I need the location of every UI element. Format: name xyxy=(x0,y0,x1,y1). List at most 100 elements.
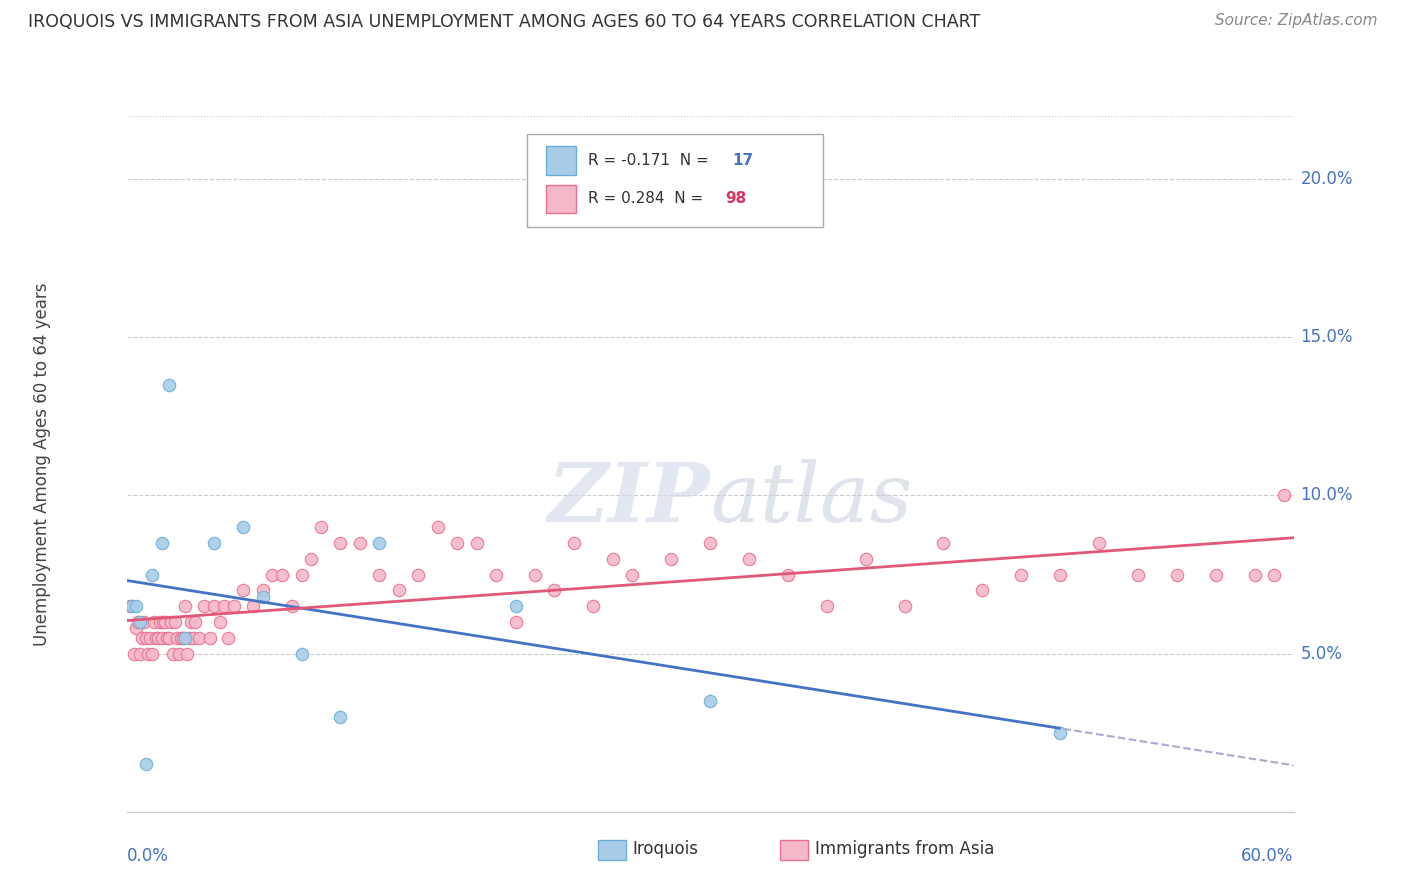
Point xyxy=(252,590,274,604)
Point xyxy=(893,599,915,614)
Point xyxy=(198,631,221,645)
Point xyxy=(523,567,546,582)
Point xyxy=(855,551,877,566)
Point xyxy=(408,567,430,582)
Point xyxy=(309,520,332,534)
Point xyxy=(1263,567,1285,582)
Text: ZIP: ZIP xyxy=(547,458,710,539)
Point xyxy=(222,599,245,614)
Point xyxy=(193,599,215,614)
Point xyxy=(1010,567,1032,582)
Point xyxy=(150,631,173,645)
Point xyxy=(582,599,605,614)
Text: 60.0%: 60.0% xyxy=(1241,847,1294,865)
Point xyxy=(125,621,148,635)
Point xyxy=(426,520,449,534)
Point xyxy=(349,536,371,550)
Text: R = 0.284  N =: R = 0.284 N = xyxy=(588,192,707,206)
Point xyxy=(129,647,152,661)
Point xyxy=(290,567,312,582)
Point xyxy=(290,647,312,661)
Text: 98: 98 xyxy=(725,192,747,206)
Point xyxy=(155,615,177,629)
Text: Iroquois: Iroquois xyxy=(633,840,699,858)
Point xyxy=(1205,567,1227,582)
Text: Immigrants from Asia: Immigrants from Asia xyxy=(815,840,995,858)
Point xyxy=(183,615,205,629)
Point xyxy=(146,631,169,645)
Point xyxy=(1243,567,1265,582)
Point xyxy=(505,615,527,629)
Point xyxy=(160,615,183,629)
Point xyxy=(329,536,352,550)
Point xyxy=(368,567,391,582)
Point xyxy=(738,551,761,566)
Text: 10.0%: 10.0% xyxy=(1301,486,1353,505)
Point xyxy=(181,631,204,645)
Point xyxy=(242,599,264,614)
Point xyxy=(165,615,187,629)
Point xyxy=(232,583,254,598)
Point xyxy=(156,631,179,645)
Point xyxy=(621,567,644,582)
Point xyxy=(776,567,799,582)
Point xyxy=(446,536,468,550)
Point xyxy=(932,536,955,550)
Point xyxy=(176,647,198,661)
Point xyxy=(659,551,682,566)
Point xyxy=(602,551,624,566)
Point xyxy=(271,567,294,582)
Text: 17: 17 xyxy=(733,153,754,168)
Point xyxy=(129,615,152,629)
Point xyxy=(972,583,994,598)
Point xyxy=(162,647,184,661)
Text: 20.0%: 20.0% xyxy=(1301,170,1353,188)
Point xyxy=(202,599,225,614)
Point xyxy=(1088,536,1111,550)
Point xyxy=(132,615,155,629)
Point xyxy=(124,647,146,661)
Point xyxy=(1272,488,1295,502)
Point xyxy=(141,567,163,582)
Point xyxy=(1126,567,1149,582)
Text: R = -0.171  N =: R = -0.171 N = xyxy=(588,153,713,168)
Point xyxy=(121,599,143,614)
Point xyxy=(152,615,174,629)
Point xyxy=(562,536,585,550)
Point xyxy=(208,615,231,629)
Point xyxy=(135,631,157,645)
Point xyxy=(217,631,239,645)
Point xyxy=(699,694,721,708)
Point xyxy=(187,631,209,645)
Point xyxy=(150,536,173,550)
Text: Source: ZipAtlas.com: Source: ZipAtlas.com xyxy=(1215,13,1378,29)
Point xyxy=(177,631,200,645)
Point xyxy=(815,599,838,614)
Point xyxy=(174,599,197,614)
Point xyxy=(166,631,188,645)
Point xyxy=(131,631,153,645)
Point xyxy=(699,536,721,550)
Point xyxy=(202,536,225,550)
Point xyxy=(232,520,254,534)
Point xyxy=(281,599,304,614)
Point xyxy=(262,567,284,582)
Point xyxy=(329,710,352,724)
Point xyxy=(157,631,180,645)
Point xyxy=(136,647,159,661)
Point xyxy=(180,615,202,629)
Point xyxy=(139,631,162,645)
Point xyxy=(252,583,274,598)
Point xyxy=(174,631,197,645)
Point xyxy=(127,615,149,629)
Point xyxy=(142,615,165,629)
Point xyxy=(149,615,172,629)
Point xyxy=(1049,725,1071,739)
Point xyxy=(157,377,180,392)
Text: IROQUOIS VS IMMIGRANTS FROM ASIA UNEMPLOYMENT AMONG AGES 60 TO 64 YEARS CORRELAT: IROQUOIS VS IMMIGRANTS FROM ASIA UNEMPLO… xyxy=(28,13,980,31)
Point xyxy=(1166,567,1188,582)
Point xyxy=(120,599,142,614)
Point xyxy=(135,757,157,772)
Text: 5.0%: 5.0% xyxy=(1301,645,1343,663)
Point xyxy=(172,631,194,645)
